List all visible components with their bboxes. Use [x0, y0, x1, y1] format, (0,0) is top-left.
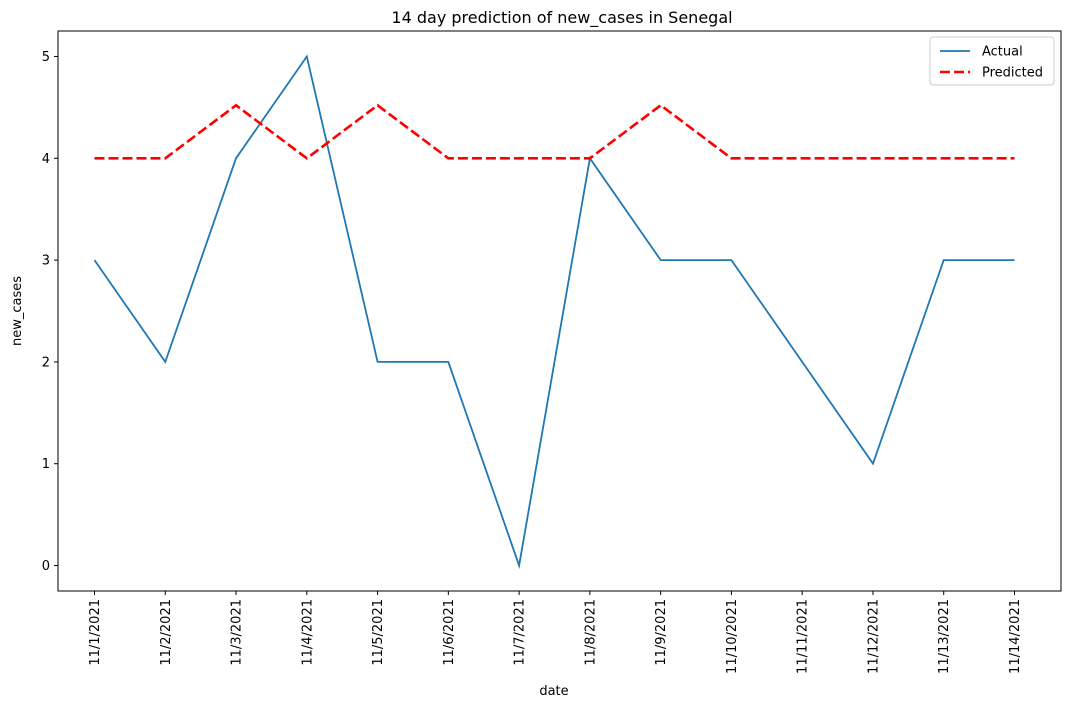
x-tick-label: 11/8/2021 [583, 599, 598, 666]
x-tick-label: 11/3/2021 [230, 599, 245, 666]
x-tick-label: 11/2/2021 [159, 599, 174, 666]
legend-label-actual: Actual [982, 45, 1023, 60]
x-axis-label: date [539, 684, 568, 699]
x-tick-label: 11/7/2021 [513, 599, 528, 666]
legend: Actual Predicted [929, 36, 1055, 86]
x-tick-label: 11/11/2021 [796, 599, 811, 674]
y-tick-label: 4 [42, 152, 50, 167]
y-tick-label: 1 [42, 457, 50, 472]
y-tick-label: 2 [42, 355, 50, 370]
x-tick-label: 11/1/2021 [88, 599, 103, 666]
x-tick-label: 11/9/2021 [654, 599, 669, 666]
y-tick-label: 5 [42, 50, 50, 65]
y-axis: 0 1 2 3 4 5 [42, 50, 58, 574]
y-tick-label: 3 [42, 254, 50, 269]
x-tick-label: 11/10/2021 [725, 599, 740, 674]
plot-frame [57, 30, 1062, 592]
x-tick-label: 11/5/2021 [371, 599, 386, 666]
x-tick-label: 11/13/2021 [937, 599, 952, 674]
series-layer [93, 54, 1015, 570]
chart-title: 14 day prediction of new_cases in Senega… [391, 8, 732, 28]
y-tick-label: 0 [42, 559, 50, 574]
series-line-actual [93, 54, 1015, 570]
y-axis-label: new_cases [10, 276, 25, 346]
x-tick-label: 11/6/2021 [442, 599, 457, 666]
series-line-predicted [94, 103, 1015, 160]
legend-label-predicted: Predicted [982, 66, 1043, 81]
x-tick-label: 11/14/2021 [1008, 599, 1023, 674]
x-tick-label: 11/12/2021 [866, 599, 881, 674]
x-tick-label: 11/4/2021 [300, 599, 315, 666]
x-axis: 11/1/2021 11/2/2021 11/3/2021 11/4/2021 11/5… [88, 591, 1023, 674]
